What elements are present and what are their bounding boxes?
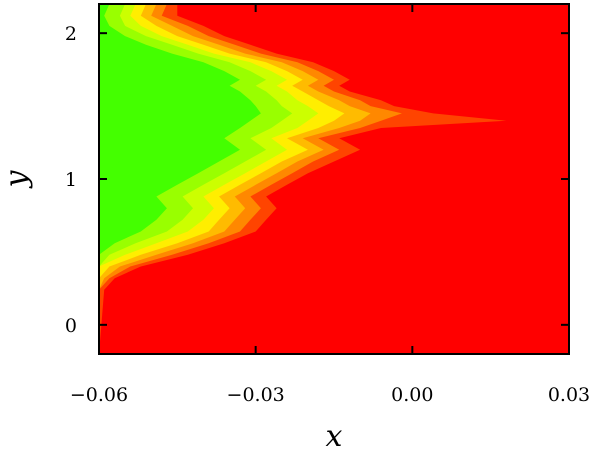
x-axis-title: x bbox=[326, 419, 343, 450]
y-tick-label: 1 bbox=[65, 169, 77, 191]
y-axis-title: y bbox=[0, 169, 34, 189]
heatmap-level-top bbox=[99, 69, 141, 179]
heatmap-level-7 bbox=[99, 4, 261, 354]
y-axis-ticks: 0 1 2 bbox=[65, 23, 569, 337]
y-tick-label: 2 bbox=[65, 23, 77, 45]
x-tick-label: −0.06 bbox=[70, 384, 128, 406]
x-tick-label: −0.03 bbox=[227, 384, 285, 406]
x-axis-ticks: −0.06 −0.03 0.00 0.03 bbox=[70, 4, 590, 406]
x-tick-label: 0.03 bbox=[548, 384, 590, 406]
y-tick-label: 0 bbox=[65, 315, 77, 337]
heatmap-plot-area bbox=[99, 4, 569, 354]
x-tick-label: 0.00 bbox=[391, 384, 433, 406]
